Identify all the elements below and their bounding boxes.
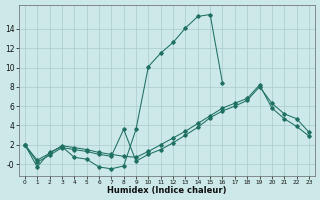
X-axis label: Humidex (Indice chaleur): Humidex (Indice chaleur) [107, 186, 227, 195]
